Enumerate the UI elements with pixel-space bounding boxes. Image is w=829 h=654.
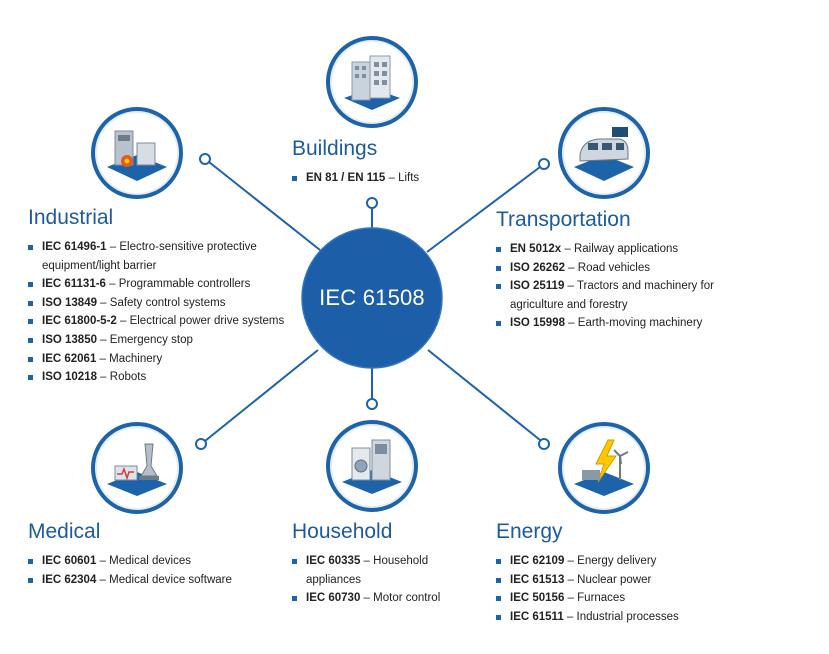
node-energy	[538, 438, 550, 450]
section-title-energy: Energy	[496, 520, 563, 543]
center-hub	[302, 228, 442, 368]
standard-item: IEC 61496-1 – Electro-sensitive protecti…	[28, 238, 284, 275]
standard-item: ISO 26262 – Road vehicles	[496, 259, 714, 278]
standard-item: IEC 62109 – Energy delivery	[496, 552, 679, 571]
standard-item: IEC 61800-5-2 – Electrical power drive s…	[28, 312, 284, 331]
standards-list-medical: IEC 60601 – Medical devices IEC 62304 – …	[28, 552, 232, 589]
connector-medical	[204, 349, 319, 442]
node-buildings	[366, 197, 378, 209]
section-household: Household IEC 60335 – Household appliance…	[292, 520, 440, 608]
section-title-transportation: Transportation	[496, 208, 631, 231]
standard-item: IEC 60601 – Medical devices	[28, 552, 232, 571]
standard-item: EN 5012x – Railway applications	[496, 240, 714, 259]
standard-item: IEC 60335 – Household appliances	[292, 552, 440, 589]
center-label: IEC 61508	[319, 285, 425, 310]
train-icon	[558, 107, 650, 199]
connector-industrial	[208, 161, 321, 251]
section-buildings: Buildings EN 81 / EN 115 – Lifts	[292, 137, 419, 188]
center-hub-rim	[301, 227, 443, 369]
standard-item: ISO 25119 – Tractors and machinery for ag…	[496, 277, 714, 314]
node-industrial	[199, 153, 211, 165]
node-transportation	[538, 158, 550, 170]
standard-item: IEC 61513 – Nuclear power	[496, 571, 679, 590]
section-title-household: Household	[292, 520, 393, 543]
standard-item: IEC 62061 – Machinery	[28, 350, 284, 369]
energy-icon	[558, 422, 650, 514]
standards-list-industrial: IEC 61496-1 – Electro-sensitive protecti…	[28, 238, 284, 387]
section-transportation: Transportation EN 5012x – Railway applic…	[496, 208, 714, 333]
section-title-industrial: Industrial	[28, 206, 114, 229]
standards-list-household: IEC 60335 – Household appliances IEC 6073…	[292, 552, 440, 608]
standards-list-energy: IEC 62109 – Energy delivery IEC 61513 – …	[496, 552, 679, 626]
standard-item: ISO 13850 – Emergency stop	[28, 331, 284, 350]
buildings-icon	[326, 36, 418, 128]
connector-energy	[427, 349, 541, 441]
standard-item: EN 81 / EN 115 – Lifts	[292, 169, 419, 188]
standard-item: IEC 61511 – Industrial processes	[496, 608, 679, 627]
standards-list-buildings: EN 81 / EN 115 – Lifts	[292, 169, 419, 188]
section-energy: Energy IEC 62109 – Energy delivery IEC 6…	[496, 520, 679, 626]
standard-item: IEC 60730 – Motor control	[292, 589, 440, 608]
standards-list-transportation: EN 5012x – Railway applications ISO 2626…	[496, 240, 714, 333]
household-appliance-icon	[326, 420, 418, 512]
section-industrial: Industrial IEC 61496-1 – Electro-sensiti…	[28, 206, 284, 387]
microscope-icon	[91, 422, 183, 514]
standard-item: IEC 61131-6 – Programmable controllers	[28, 275, 284, 294]
connector-transportation	[426, 166, 541, 253]
standard-item: ISO 13849 – Safety control systems	[28, 294, 284, 313]
standard-item: IEC 50156 – Furnaces	[496, 589, 679, 608]
section-medical: Medical IEC 60601 – Medical devices IEC …	[28, 520, 232, 589]
standard-item: IEC 62304 – Medical device software	[28, 571, 232, 590]
industrial-icon	[91, 107, 183, 199]
standard-item: ISO 15998 – Earth-moving machinery	[496, 314, 714, 333]
section-title-medical: Medical	[28, 520, 101, 543]
node-household	[366, 398, 378, 410]
standard-item: ISO 10218 – Robots	[28, 368, 284, 387]
node-medical	[195, 438, 207, 450]
section-title-buildings: Buildings	[292, 137, 378, 160]
